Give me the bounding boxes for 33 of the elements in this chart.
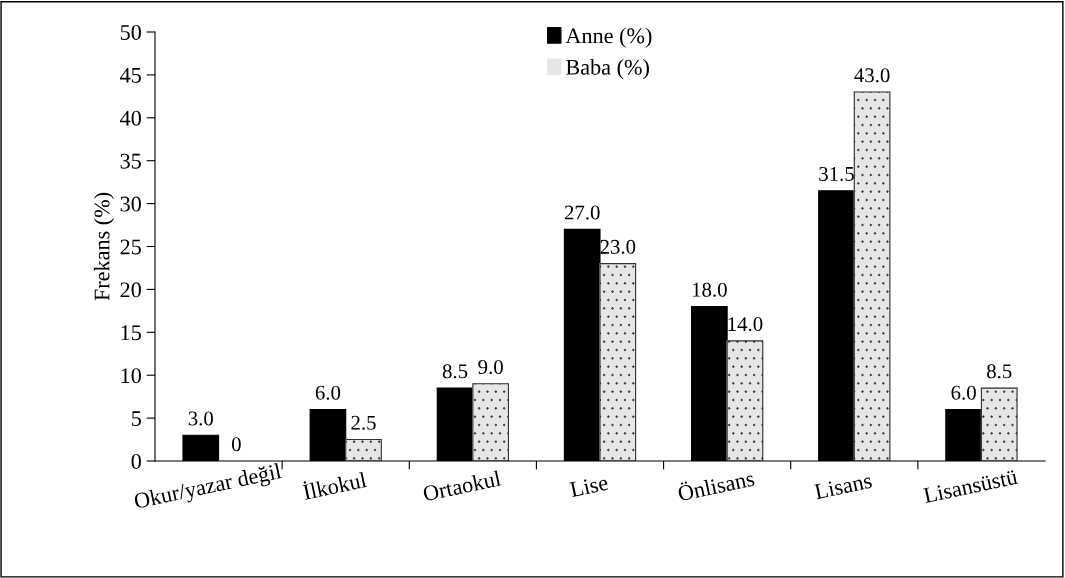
y-tick-label: 35 — [120, 153, 141, 169]
y-tick-label: 20 — [120, 282, 141, 298]
y-tick-label: 10 — [121, 368, 141, 384]
legend-label: Anne (%) — [565, 27, 652, 48]
legend-label: Baba (%) — [566, 59, 649, 80]
data-label: 14.0 — [728, 317, 763, 332]
y-tick-label: 5 — [131, 411, 141, 427]
data-label: 31.5 — [819, 166, 854, 182]
data-label: 27.0 — [564, 205, 600, 220]
x-tick-label: İlkokul — [301, 468, 368, 500]
data-label: 2.5 — [351, 415, 376, 430]
x-tick-label: Lisansüstü — [922, 469, 1019, 504]
y-tick-label: 50 — [120, 24, 141, 40]
y-tick-label: 0 — [131, 453, 141, 469]
data-label: 18.0 — [692, 282, 727, 297]
x-tick-label: Lise — [569, 475, 609, 498]
x-tick-label: Önlisans — [676, 467, 755, 502]
data-label: 6.0 — [315, 385, 341, 400]
data-label: 9.0 — [478, 359, 503, 375]
y-tick-label: 30 — [120, 196, 141, 212]
y-tick-label: 40 — [120, 110, 141, 126]
y-tick-label: 45 — [120, 67, 141, 83]
x-tick-label: Lisans — [813, 472, 873, 500]
data-label: 43.0 — [854, 68, 890, 83]
x-tick-label: Ortaokul — [422, 470, 502, 502]
data-label: 8.5 — [987, 364, 1012, 379]
y-tick-label: 15 — [121, 325, 141, 341]
data-label: 8.5 — [442, 364, 468, 379]
data-label: 3.0 — [188, 411, 213, 426]
y-tick-label: 25 — [120, 239, 141, 255]
data-label: 0 — [231, 437, 241, 452]
data-label: 6.0 — [951, 385, 976, 400]
y-axis-title: Frekans (%) — [93, 192, 115, 301]
